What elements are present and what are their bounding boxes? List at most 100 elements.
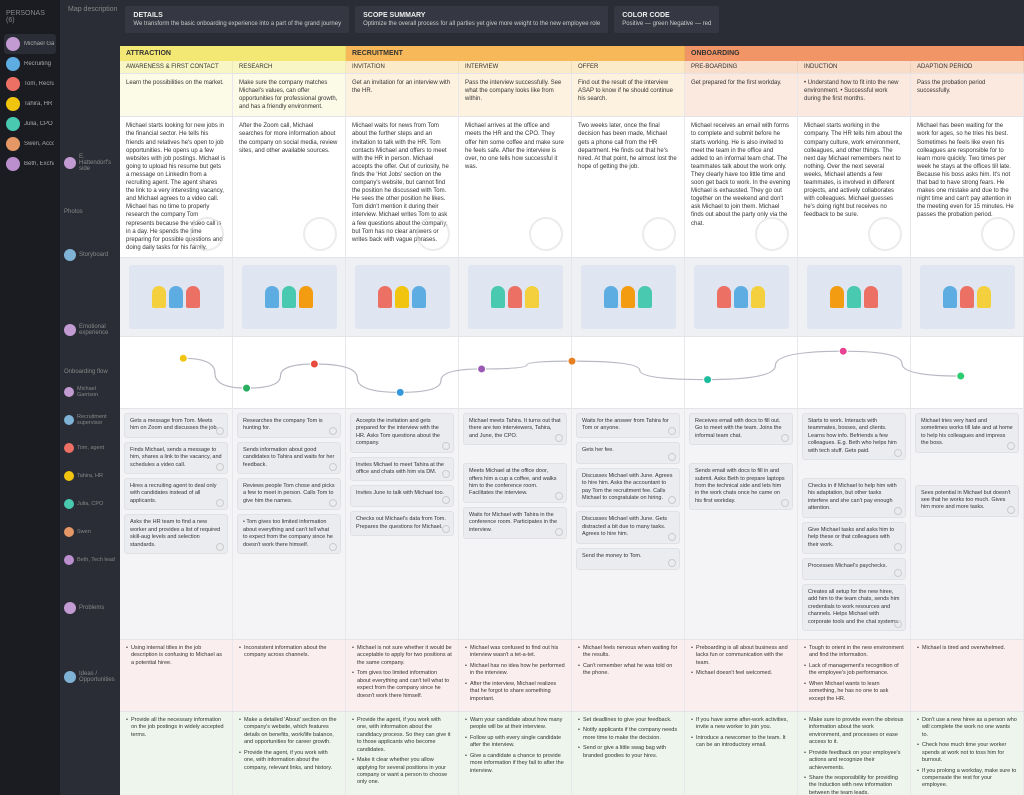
persona-sidebar: PERSONAS (6) Michael GarrisonRecruiting … (0, 0, 60, 795)
flow-box[interactable]: Meets Michael at the office door, offers… (463, 463, 567, 503)
persona-item[interactable]: Beth, Exchange (4, 154, 56, 174)
flow-box[interactable]: Researches the company Tom is hunting fo… (237, 413, 341, 438)
sub-stage[interactable]: INTERVIEW (459, 61, 572, 73)
flow-tag-icon (555, 434, 563, 442)
persona-label: Beth, Exchange (24, 161, 54, 167)
problem-item: Inconsistent information about the compa… (239, 645, 339, 660)
idea-item: Check how much time your worker spends a… (917, 742, 1017, 764)
sub-stage[interactable]: OFFER (572, 61, 685, 73)
sub-stage[interactable]: PRE-BOARDING (685, 61, 798, 73)
flow-tag-icon (1007, 506, 1015, 514)
row-label: Photos (60, 208, 120, 216)
persona-label: Tahira, HR (24, 101, 52, 107)
flow-tag-icon (894, 507, 902, 515)
flow-box[interactable]: Invites Michael to meet Tahira at the of… (350, 457, 454, 482)
narrative-cell: Michael arrives at the office and meets … (459, 117, 572, 257)
flow-box[interactable]: Michael tries very hard and sometimes wo… (915, 413, 1019, 453)
row-label: E. Hattendorf's side (60, 118, 120, 208)
flow-box[interactable]: Starts to work. Interacts with teammates… (802, 413, 906, 460)
persona-item[interactable]: Swen, Accountant (4, 134, 56, 154)
flow-box[interactable]: Finds Michael, sends a message to him, s… (124, 442, 228, 474)
flow-box[interactable]: Michael meets Tahira. It turns out that … (463, 413, 567, 445)
sub-stages: AWARENESS & FIRST CONTACTRESEARCHINVITAT… (120, 61, 1024, 73)
flow-column: Accepts the invitation and gets prepared… (346, 409, 459, 639)
idea-item: Introduce a newcomer to the team. It can… (691, 735, 791, 750)
illustration (694, 265, 789, 329)
info-card: COLOR CODE Positive — green Negative — re… (614, 6, 719, 33)
problem-cell: Michael was confused to find out his int… (459, 640, 572, 711)
persona-label: Swen, Accountant (24, 141, 54, 147)
cycle-icon (868, 217, 902, 251)
idea-cell: Provide the agent, if you work with one,… (346, 712, 459, 795)
flow-box[interactable]: Checks in if Michael to help him with hi… (802, 478, 906, 518)
flow-column: Gets a message from Tom. Meets him on Zo… (120, 409, 233, 639)
flow-box[interactable]: Processes Michael's paychecks. (802, 558, 906, 580)
flow-box[interactable]: Accepts the invitation and gets prepared… (350, 413, 454, 453)
flow-tag-icon (329, 427, 337, 435)
flow-box[interactable]: Discusses Michael with June. Gets distra… (576, 511, 680, 543)
flow-box[interactable]: Sees potential in Michael but doesn't se… (915, 485, 1019, 517)
row-label: Onboarding flow (60, 366, 120, 378)
sub-stage[interactable]: INDUCTION (798, 61, 911, 73)
goals-row: Learn the possibilities on the market.Ma… (120, 73, 1024, 116)
flow-box[interactable]: Sends email with docs to fill in and sub… (689, 463, 793, 510)
flow-column: Starts to work. Interacts with teammates… (798, 409, 911, 639)
lane-dot (64, 415, 74, 425)
sub-stage[interactable]: INVITATION (346, 61, 459, 73)
sub-stage[interactable]: RESEARCH (233, 61, 346, 73)
info-card-body: Positive — green Negative — red (622, 21, 711, 27)
flow-box[interactable]: Reviews people Tom chose and picks a few… (237, 478, 341, 510)
flow-box[interactable]: Gets a message from Tom. Meets him on Zo… (124, 413, 228, 438)
stage-group[interactable]: RECRUITMENT (346, 46, 685, 61)
info-card-title: COLOR CODE (622, 12, 711, 19)
sub-stage[interactable]: ADAPTION PERIOD (911, 61, 1024, 73)
persona-item[interactable]: Tom, Recruiting Agent (4, 74, 56, 94)
flow-box[interactable]: Sends information about good candidates … (237, 442, 341, 474)
flow-box[interactable]: Receives email with docs to fill out. Go… (689, 413, 793, 445)
sub-stage[interactable]: AWARENESS & FIRST CONTACT (120, 61, 233, 73)
illustration (920, 265, 1015, 329)
persona-item[interactable]: Julia, CPO (4, 114, 56, 134)
problem-item: Michael is tired and overwhelmed. (917, 645, 1017, 652)
stage-group[interactable]: ONBOARDING (685, 46, 1024, 61)
narrative-cell: Michael waits for news from Tom about th… (346, 117, 459, 257)
problem-item: Using internal titles in the job descrip… (126, 645, 226, 667)
flow-tag-icon (668, 559, 676, 567)
lane-dot (64, 499, 74, 509)
illustration (468, 265, 563, 329)
flow-box[interactable]: Invites June to talk with Michael too. (350, 485, 454, 507)
problem-cell: Tough to orient in the new environment a… (798, 640, 911, 711)
flow-box[interactable]: Send the money to Tom. (576, 548, 680, 570)
flow-box[interactable]: Waits for the answer from Tahira for Tom… (576, 413, 680, 438)
persona-item[interactable]: Recruiting Team (4, 54, 56, 74)
flow-box[interactable]: • Tom gives too limited information abou… (237, 514, 341, 554)
flow-box[interactable]: Creates all setup for the new hiree, add… (802, 584, 906, 631)
goal-cell: Pass the interview successfully. See wha… (459, 74, 572, 116)
problem-item: When Michael wants to learn something, h… (804, 681, 904, 703)
illustration (129, 265, 224, 329)
persona-item[interactable]: Michael Garrison (4, 34, 56, 54)
idea-cell: Don't use a new hiree as a person who wi… (911, 712, 1024, 795)
idea-cell: Warn your candidate about how many peopl… (459, 712, 572, 795)
flow-box[interactable]: Hires a recruiting agent to deal only wi… (124, 478, 228, 510)
flow-box[interactable]: Checks out Michael's data from Tom. Prep… (350, 511, 454, 536)
lane-label: Tom, agent (60, 434, 120, 462)
flow-box[interactable]: Gets her fee. (576, 442, 680, 464)
problem-item: Michael doesn't feel welcomed. (691, 670, 791, 677)
info-card-title: DETAILS (133, 12, 341, 19)
persona-item[interactable]: Tahira, HR (4, 94, 56, 114)
idea-item: If you prolong a workday, make sure to c… (917, 768, 1017, 790)
lane-label: Julia, CPO (60, 490, 120, 518)
goal-cell: Make sure the company matches Michael's … (233, 74, 346, 116)
flow-box[interactable]: Give Michael tasks and asks him to help … (802, 522, 906, 554)
goal-cell: Learn the possibilities on the market. (120, 74, 233, 116)
row-label-gutter: E. Hattendorf's sidePhotosStoryboardEmot… (60, 46, 120, 795)
idea-item: Provide the agent, if you work with one,… (239, 750, 339, 772)
lane-dot (64, 471, 74, 481)
flow-box[interactable]: Asks the HR team to find a new worker an… (124, 514, 228, 554)
row-label (60, 70, 120, 84)
flow-box[interactable]: Discusses Michael with June. Agrees to h… (576, 468, 680, 508)
flow-tag-icon (668, 453, 676, 461)
stage-group[interactable]: ATTRACTION (120, 46, 346, 61)
flow-box[interactable]: Waits for Michael with Tahira in the con… (463, 507, 567, 539)
